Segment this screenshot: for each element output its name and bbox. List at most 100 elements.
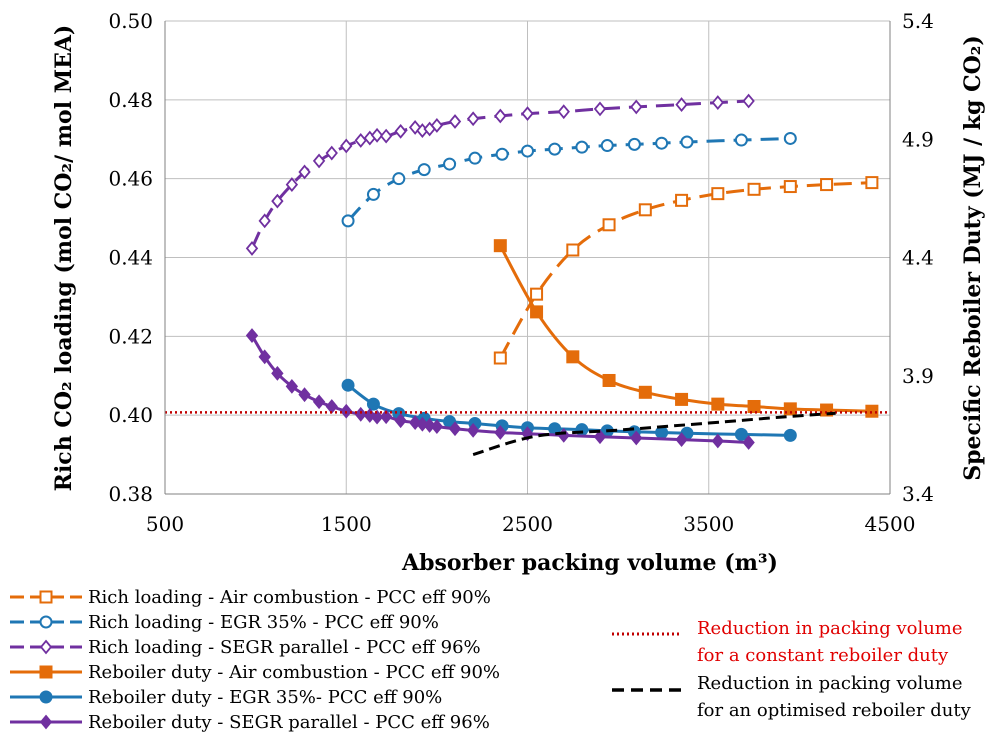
data-point-diamond [271, 193, 284, 209]
data-point-square [711, 397, 725, 411]
legend-label: Reboiler duty - EGR 35%- PCC eff 90% [88, 687, 442, 708]
y-left-tick-label: 0.46 [108, 167, 153, 191]
data-point-diamond [466, 111, 480, 127]
legend-label: Reboiler duty - Air combustion - PCC eff… [88, 662, 500, 683]
y-axis-right-title: Specific Reboiler Duty (MJ / kg CO₂) [960, 35, 986, 481]
data-point-square [783, 402, 797, 416]
legend-label: Reboiler duty - SEGR parallel - PCC eff … [88, 712, 490, 733]
data-point-diamond [416, 416, 429, 432]
y-right-tick-label: 4.9 [902, 127, 934, 151]
data-point-circle [366, 397, 380, 411]
data-point-circle [680, 135, 694, 149]
data-point-square [602, 373, 616, 387]
data-point-square [602, 218, 616, 232]
data-point-square [711, 187, 725, 201]
series-line [347, 384, 791, 437]
series-2 [245, 93, 755, 256]
data-point-diamond [630, 99, 643, 115]
data-point-diamond [742, 93, 755, 109]
data-point-square [675, 193, 689, 207]
data-point-diamond [742, 435, 755, 450]
data-point-diamond [494, 425, 507, 440]
y-axis-left-title: Rich CO₂ loading (mol CO₂/ mol MEA) [51, 25, 77, 492]
data-point-diamond [285, 177, 299, 192]
series-4 [341, 378, 797, 442]
series-line [498, 244, 872, 413]
data-point-circle [39, 615, 53, 629]
data-point-diamond [39, 714, 53, 730]
data-point-diamond [245, 241, 259, 256]
series-7 [472, 411, 836, 457]
data-point-diamond [285, 378, 299, 394]
y-left-tick-label: 0.42 [108, 324, 153, 348]
data-point-circle [521, 144, 534, 158]
series-0 [493, 176, 879, 365]
plot-series [165, 93, 890, 457]
data-point-square [638, 203, 652, 217]
data-point-circle [783, 428, 797, 442]
data-point-diamond [370, 127, 384, 143]
data-point-diamond [448, 421, 462, 437]
data-point-diamond [430, 419, 444, 435]
x-tick-label: 1500 [321, 512, 372, 536]
data-point-circle [468, 151, 482, 165]
data-point-square [566, 243, 580, 257]
data-point-circle [627, 137, 641, 151]
data-point-diamond [394, 413, 407, 429]
y-left-tick-label: 0.48 [108, 88, 153, 112]
data-point-diamond [711, 95, 724, 110]
data-point-diamond [354, 406, 367, 422]
data-point-circle [734, 427, 748, 441]
data-point-circle [600, 139, 614, 153]
legend-black-line1: Reduction in packing volume [697, 673, 963, 694]
data-point-square [747, 182, 761, 196]
data-point-circle [392, 172, 406, 186]
data-point-square [39, 665, 53, 679]
y-right-tick-label: 4.4 [902, 246, 934, 270]
data-point-diamond [711, 433, 724, 449]
data-point-circle [655, 136, 669, 150]
y-left-tick-label: 0.44 [108, 246, 153, 270]
data-point-square [566, 350, 580, 364]
legend-label: Rich loading - EGR 35% - PCC eff 90% [88, 612, 439, 633]
y-left-tick-label: 0.38 [108, 482, 153, 506]
axes: 0.38 0.40 0.42 0.44 0.46 0.48 0.50 3.4 3.9 4.4 4.9… [108, 9, 933, 536]
legend-left: Rich loading - Air combustion - PCC eff … [10, 587, 500, 733]
data-point-circle [734, 133, 748, 147]
data-point-diamond [557, 104, 570, 120]
series-line [250, 99, 749, 250]
data-point-diamond [298, 164, 311, 180]
x-tick-label: 3500 [683, 512, 734, 536]
data-point-circle [548, 142, 562, 156]
data-point-circle [575, 140, 589, 154]
data-point-circle [366, 187, 380, 201]
y-right-tick-label: 5.4 [902, 9, 934, 33]
data-point-diamond [340, 138, 353, 154]
data-point-circle [655, 426, 669, 440]
series-5 [245, 328, 755, 450]
data-point-square [530, 305, 544, 319]
data-point-diamond [521, 106, 534, 122]
legend-right: Reduction in packing volume for a consta… [612, 618, 972, 721]
data-point-diamond [298, 387, 311, 403]
legend-label: Rich loading - Air combustion - PCC eff … [88, 587, 491, 608]
data-point-diamond [379, 128, 393, 144]
data-point-diamond [394, 123, 407, 139]
data-point-diamond [593, 101, 607, 117]
data-point-square [39, 590, 53, 604]
data-point-diamond [593, 429, 607, 445]
legend-black-line2: for an optimised reboiler duty [697, 700, 972, 721]
data-point-diamond [312, 394, 326, 410]
data-point-circle [417, 163, 431, 177]
data-point-square [865, 176, 879, 190]
x-axis-title: Absorber packing volume (m³) [401, 550, 778, 576]
data-point-square [747, 399, 761, 413]
data-point-circle [341, 378, 355, 392]
data-point-diamond [258, 349, 271, 365]
x-tick-label: 500 [146, 512, 184, 536]
data-point-diamond [354, 133, 367, 148]
data-point-diamond [271, 365, 284, 381]
data-point-diamond [423, 418, 436, 433]
data-point-diamond [466, 422, 480, 438]
